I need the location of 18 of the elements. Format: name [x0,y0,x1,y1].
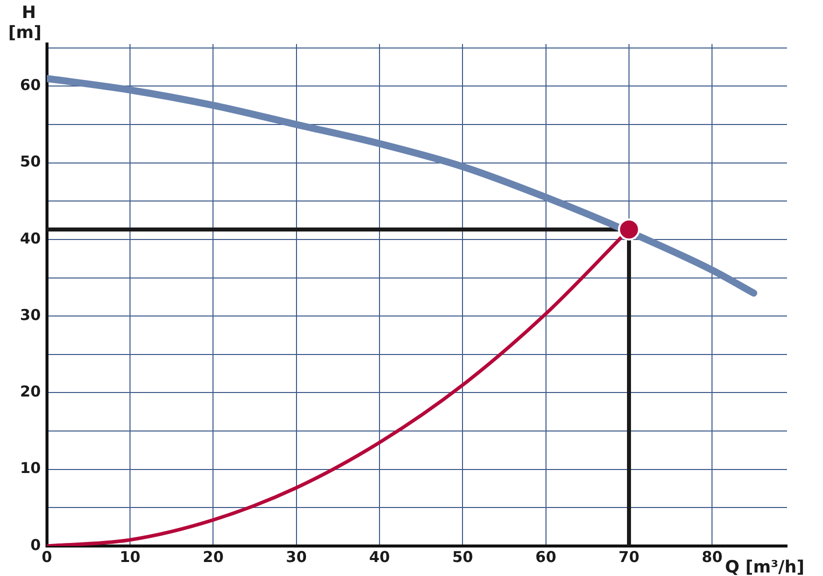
x-tick-label: 30 [286,548,307,566]
y-tick-label: 60 [20,76,41,94]
x-tick-label: 0 [42,548,52,566]
x-tick-label: 10 [120,548,140,566]
y-tick-label: 30 [20,306,41,324]
x-tick-label: 80 [702,548,723,566]
x-tick-label: 50 [452,548,474,566]
y-tick-label: 40 [20,229,41,248]
y-axis-title: H [m] [8,2,42,43]
x-tick-label: 60 [535,548,556,566]
y-tick-label: 10 [20,459,41,478]
x-axis-title: Q [m³/h] [725,557,804,576]
x-tick-label: 40 [369,548,390,566]
x-tick-label: 20 [202,548,224,566]
y-tick-label: 20 [20,382,41,401]
x-tick-label: 70 [618,548,640,566]
y-tick-label: 0 [30,536,41,554]
y-tick-label: 50 [20,152,41,171]
